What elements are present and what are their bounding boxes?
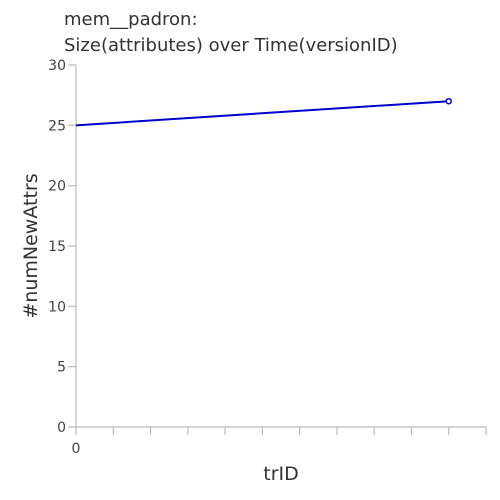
x-axis-ticks: 0 xyxy=(72,427,486,457)
chart-title-line-1: mem__padron: xyxy=(64,9,198,30)
y-tick-label: 30 xyxy=(48,58,66,74)
y-tick-label: 20 xyxy=(48,179,66,195)
y-tick-label: 25 xyxy=(48,118,66,134)
x-tick-label: 0 xyxy=(72,441,81,457)
series-layer xyxy=(76,99,451,126)
y-tick-label: 10 xyxy=(48,299,66,315)
x-axis-label: trID xyxy=(263,463,299,485)
y-tick-label: 5 xyxy=(57,360,66,376)
y-axis-ticks: 0 5 10 15 20 25 30 xyxy=(48,58,76,436)
y-tick-label: 15 xyxy=(48,239,66,255)
y-tick-label: 0 xyxy=(57,420,66,436)
y-axis-label: #numNewAttrs xyxy=(20,173,42,318)
series-line xyxy=(76,101,449,125)
axes xyxy=(76,65,486,427)
chart-title-line-2: Size(attributes) over Time(versionID) xyxy=(64,35,398,56)
series-point xyxy=(446,99,451,104)
